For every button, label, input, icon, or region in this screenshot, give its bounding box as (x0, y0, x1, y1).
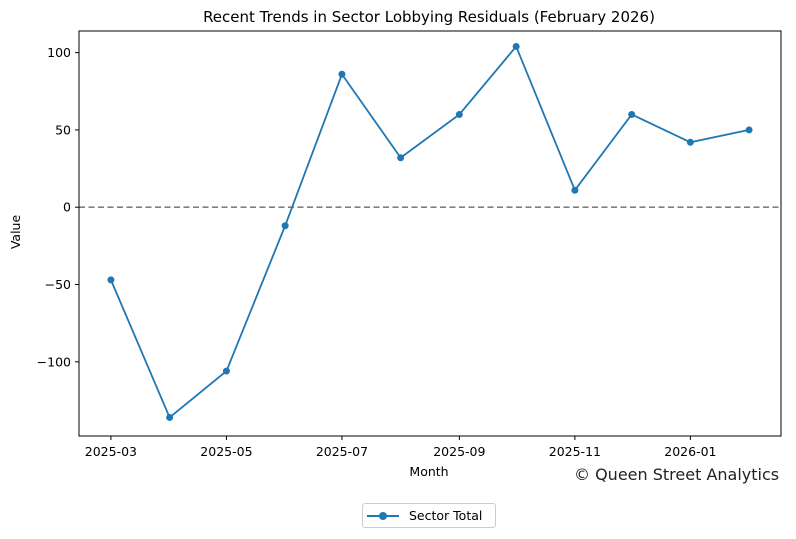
y-tick-label: 50 (55, 122, 71, 137)
data-point (281, 222, 289, 230)
x-tick-label: 2025-11 (549, 444, 601, 459)
y-axis-label: Value (8, 215, 23, 250)
plot-frame (78, 30, 782, 437)
x-tick-label: 2025-09 (433, 444, 485, 459)
chart-title: Recent Trends in Sector Lobbying Residua… (203, 8, 655, 26)
data-point (166, 413, 174, 421)
data-point (571, 186, 579, 194)
series-line (110, 44, 750, 419)
y-tick-label: −100 (37, 354, 71, 369)
watermark: © Queen Street Analytics (574, 465, 780, 484)
legend: Sector Total (362, 503, 496, 528)
data-point (338, 70, 346, 78)
y-tick-label: −50 (45, 277, 71, 292)
legend-marker-icon (367, 509, 399, 523)
x-tick-label: 2026-01 (664, 444, 716, 459)
data-point (745, 126, 753, 134)
legend-label: Sector Total (409, 508, 483, 523)
data-point (455, 110, 463, 118)
x-tick-label: 2025-07 (316, 444, 368, 459)
x-axis-label: Month (409, 464, 448, 479)
data-point (628, 110, 636, 118)
x-tick-label: 2025-03 (85, 444, 137, 459)
x-tick-label: 2025-05 (200, 444, 252, 459)
data-point (397, 154, 405, 162)
data-point (686, 138, 694, 146)
y-tick-label: 0 (63, 200, 71, 215)
data-point (222, 367, 230, 375)
y-tick-label: 100 (47, 45, 71, 60)
data-point (107, 276, 115, 284)
data-point (512, 42, 520, 50)
